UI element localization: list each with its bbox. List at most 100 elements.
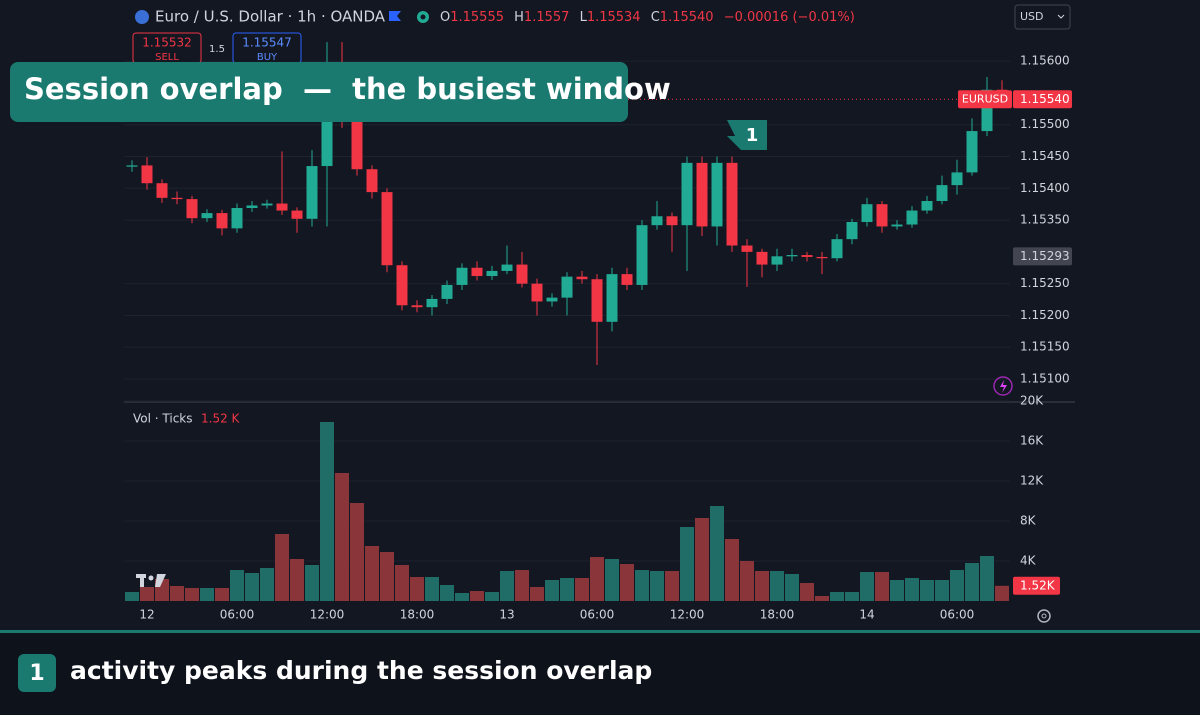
candle-body: [351, 121, 363, 170]
axes: 1.15600 1.15500 1.15450 1.15400 1.15350 1.152…: [133, 54, 1072, 622]
volume-bar: [170, 586, 184, 601]
ohlc-l-value: 1.15534: [587, 10, 641, 25]
ohlc: O1.15555 H1.1557 L1.15534 C1.15540 −0.00…: [440, 10, 855, 25]
footer-rule: [0, 630, 1200, 633]
footer: [0, 633, 1200, 715]
flag-icon: [389, 11, 401, 21]
candle-body: [831, 239, 843, 259]
settings-icon[interactable]: [1037, 609, 1051, 623]
candle-body: [636, 225, 648, 285]
candle-body: [801, 255, 813, 257]
volume-bar: [260, 568, 274, 601]
volume-bar: [575, 578, 589, 601]
volume-bar: [590, 557, 604, 601]
volume-bar: [950, 570, 964, 601]
candle-body: [936, 185, 948, 202]
logo-part: [140, 574, 144, 587]
candle-body: [981, 89, 993, 132]
alert-icon[interactable]: [993, 376, 1013, 396]
volume-badge-label: 1.52K: [1020, 578, 1056, 592]
footer-number: 1: [29, 661, 44, 686]
reference-price-badge: [1013, 247, 1072, 266]
candle-body: [171, 197, 183, 200]
candle-body: [261, 203, 273, 206]
candle-body: [891, 224, 903, 227]
volume-bar: [425, 577, 439, 601]
volume-bar: [140, 587, 154, 601]
y-tick-label: 1.15450: [1020, 149, 1070, 163]
candle-body: [426, 298, 438, 308]
candle-body: [456, 267, 468, 285]
reference-price-label: 1.15293: [1020, 249, 1070, 263]
ohlc-c-value: 1.15540: [660, 10, 714, 25]
y-tick-label: 1.15600: [1020, 54, 1070, 68]
dropdown-caret: [1057, 14, 1065, 19]
last-price-label: 1.15540: [1020, 92, 1070, 106]
candle-body: [921, 201, 933, 211]
candle-body: [366, 169, 378, 193]
candle-body: [621, 274, 633, 285]
candle-body: [396, 265, 408, 306]
candle-body: [696, 162, 708, 227]
buy-label: BUY: [257, 52, 278, 63]
volume-bar: [335, 473, 349, 601]
volume-bar: [725, 539, 739, 601]
x-tick-label: 18:00: [400, 608, 435, 622]
volume-bar: [995, 585, 1009, 601]
volume-bar: [545, 580, 559, 601]
candle-body: [141, 165, 153, 184]
volume-bar: [215, 588, 229, 601]
candle-body: [591, 279, 603, 322]
candle-body: [681, 162, 693, 226]
x-tick-label: 06:00: [580, 608, 615, 622]
volume-bar: [230, 570, 244, 601]
candle-body: [561, 276, 573, 298]
x-tick-label: 12: [139, 608, 154, 622]
candle-body: [861, 204, 873, 222]
volume-bar: [740, 561, 754, 601]
y-tick-label: 4K: [1020, 554, 1037, 568]
volume-bar: [650, 571, 664, 601]
volume-bar: [290, 559, 304, 601]
candle-body: [756, 251, 768, 265]
y-tick-label: 16K: [1020, 434, 1044, 448]
volume-bar: [380, 552, 394, 601]
status-dot-inner: [420, 14, 426, 20]
volume-bar: [320, 422, 334, 601]
volume-bar: [680, 527, 694, 601]
candle-body: [771, 256, 783, 265]
candle-body: [651, 216, 663, 226]
volume-bar: [185, 588, 199, 601]
volume-bar: [920, 580, 934, 601]
candle-body: [156, 183, 168, 198]
ohlc-h-value: 1.1557: [524, 10, 570, 25]
candle-body: [381, 192, 393, 266]
spread: 1.5: [209, 44, 225, 55]
ticker-badge: [958, 90, 1012, 109]
volume-bar: [845, 592, 859, 601]
volume-bar: [695, 518, 709, 601]
x-tick-label: 06:00: [940, 608, 975, 622]
volume-bar: [965, 563, 979, 601]
currency-dropdown[interactable]: [1014, 4, 1071, 30]
candle-body: [906, 210, 918, 225]
volume-bar: [815, 596, 829, 601]
candle-body: [741, 245, 753, 252]
volume-bar: [980, 556, 994, 601]
volume-bar: [905, 578, 919, 601]
volume-legend-name: Vol · Ticks: [133, 412, 193, 426]
sell-price: 1.15532: [142, 36, 192, 50]
candle-body: [246, 205, 258, 209]
volume-badge: [1013, 576, 1060, 595]
symbol-icon: [135, 10, 149, 24]
candle-body: [486, 270, 498, 277]
candle-body: [216, 213, 228, 229]
candle-body: [966, 131, 978, 173]
volume-bar: [200, 588, 214, 601]
volume-legend-value: 1.52 K: [201, 412, 241, 426]
volume-bar: [635, 570, 649, 601]
x-tick-label: 12:00: [310, 608, 345, 622]
logo-part: [148, 575, 154, 581]
candle-body: [471, 267, 483, 277]
